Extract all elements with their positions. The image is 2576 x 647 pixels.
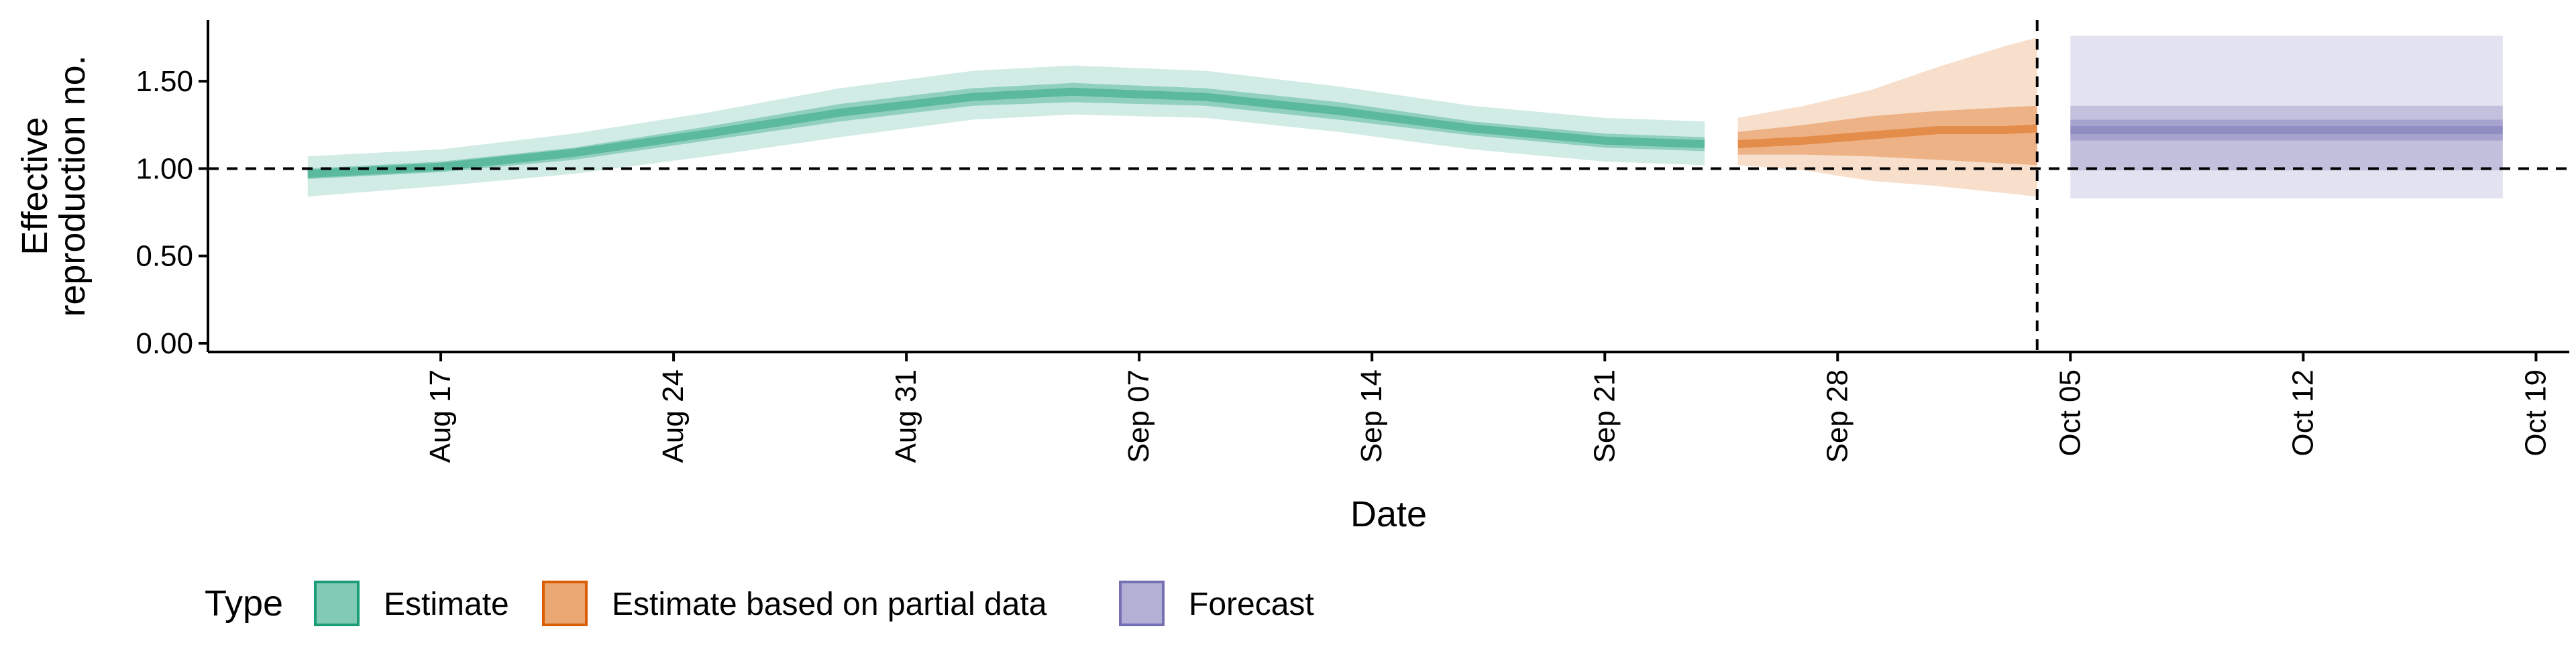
x-axis-title: Date xyxy=(1350,494,1427,534)
band-inner-0 xyxy=(307,82,1705,180)
legend-key-1 xyxy=(542,581,588,626)
x-tick-label-4: Sep 14 xyxy=(1355,369,1388,463)
band-inner-2 xyxy=(2070,119,2503,141)
band-outer-1 xyxy=(1737,38,2037,197)
x-tick-label-1: Aug 24 xyxy=(657,369,690,463)
axes-layer: 0.00 0.50 1.00 1.50 Aug 17 Aug 24 Aug 31 Sep 07… xyxy=(15,20,2569,534)
legend-label-2: Forecast xyxy=(1189,587,1314,622)
x-tick-label-8: Oct 12 xyxy=(2286,369,2319,457)
legend-key-2 xyxy=(1119,581,1165,626)
y-tick-label-0: 0.00 xyxy=(136,327,193,360)
legend: Type Estimate Estimate based on partial da… xyxy=(205,581,1314,626)
x-tick-label-3: Sep 07 xyxy=(1122,369,1155,463)
x-tick-label-6: Sep 28 xyxy=(1821,369,1854,463)
x-tick-label-2: Aug 31 xyxy=(890,369,922,463)
x-tick-label-7: Oct 05 xyxy=(2053,369,2086,457)
y-tick-label-3: 1.50 xyxy=(136,65,193,98)
y-axis-title-line-0: Effective xyxy=(15,117,55,255)
band-outer-2 xyxy=(2070,36,2503,198)
bands-layer xyxy=(307,36,2503,198)
legend-label-1: Estimate based on partial data xyxy=(612,587,1047,622)
x-tick-label-9: Oct 19 xyxy=(2519,369,2552,457)
legend-key-0 xyxy=(314,581,360,626)
x-tick-label-0: Aug 17 xyxy=(424,369,457,463)
band-mid-2 xyxy=(2070,105,2503,171)
y-tick-label-1: 0.50 xyxy=(136,240,193,273)
band-outer-0 xyxy=(307,65,1705,197)
median-line-0 xyxy=(307,87,1705,178)
medians-layer xyxy=(307,87,2503,178)
legend-title: Type xyxy=(205,583,283,624)
median-line-1 xyxy=(1737,124,2038,148)
x-tick-label-5: Sep 21 xyxy=(1588,369,1621,463)
legend-label-0: Estimate xyxy=(384,587,509,622)
y-axis-title-line-1: reproduction no. xyxy=(52,55,93,316)
y-tick-label-2: 1.00 xyxy=(136,152,193,185)
band-inner-1 xyxy=(1737,105,2037,166)
